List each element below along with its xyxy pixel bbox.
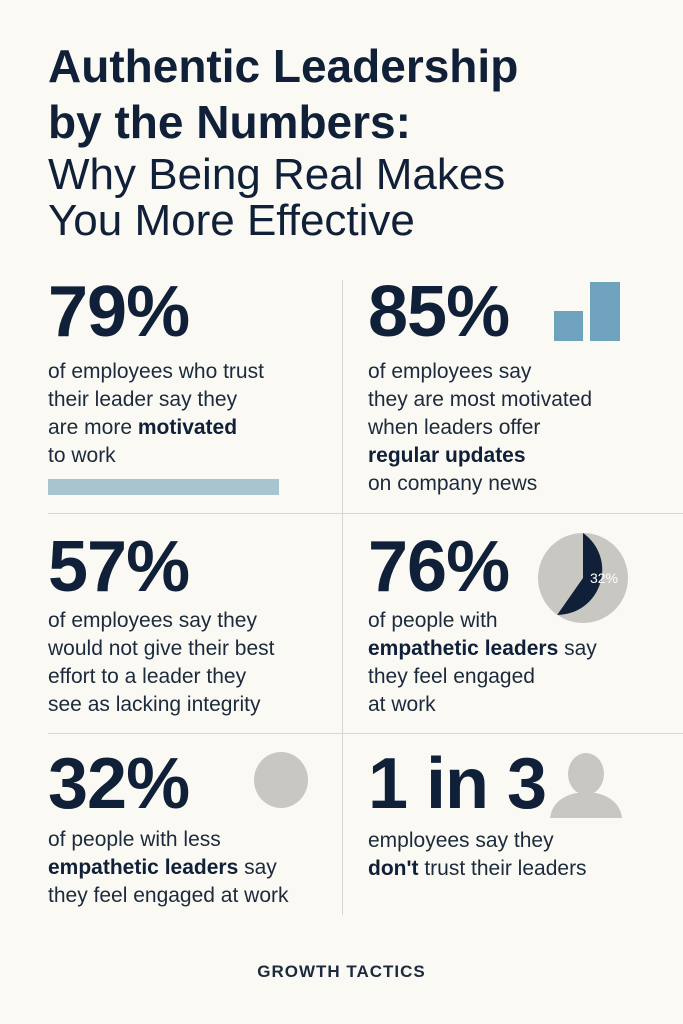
description-line: to work: [48, 442, 264, 470]
stat-number: 76%: [368, 527, 510, 607]
text-segment: of employees say: [368, 360, 532, 383]
text-segment: are more: [48, 416, 138, 439]
stat-number: 79%: [48, 272, 190, 352]
horizontal-divider: [48, 513, 683, 514]
circle-icon: [254, 752, 308, 808]
emphasis-text: regular updates: [368, 444, 526, 467]
text-segment: would not give their best: [48, 637, 275, 660]
pie-chart-icon: 32%: [538, 533, 628, 623]
stat-description: of people with empathetic leaders say they…: [368, 607, 597, 719]
text-segment: their leader say they: [48, 388, 238, 411]
description-line: of people with less: [48, 826, 289, 854]
description-line: of employees say they: [48, 607, 274, 635]
stat-card: 79% of employees who trust their leader sa…: [48, 272, 264, 467]
text-segment: of people with: [368, 609, 498, 632]
emphasis-text: don't: [368, 857, 419, 880]
title-line-2: by the Numbers:: [48, 96, 411, 148]
description-line: when leaders offer: [368, 414, 592, 442]
description-line: are more motivated: [48, 414, 264, 442]
stat-number: 85%: [368, 272, 510, 352]
description-line: see as lacking integrity: [48, 691, 274, 719]
description-line: they feel engaged: [368, 663, 597, 691]
pie-dark-slice: [557, 533, 603, 615]
description-line: empathetic leaders say: [48, 854, 289, 882]
emphasis-text: empathetic leaders: [48, 856, 239, 879]
text-segment: of employees who trust: [48, 360, 264, 383]
description-line: empathetic leaders say: [368, 635, 597, 663]
progress-bar-icon: [48, 479, 279, 495]
stat-card: 76% of people with empathetic leaders say t…: [368, 527, 597, 716]
bar-short: [554, 311, 583, 341]
person-icon: [550, 753, 622, 818]
stat-card: 1 in 3 employees say they don't trust thei…: [368, 744, 587, 880]
stat-number: 32%: [48, 744, 190, 824]
text-segment: trust their leaders: [418, 857, 587, 880]
description-line: would not give their best: [48, 635, 274, 663]
stat-description: of employees who trust their leader say t…: [48, 358, 264, 470]
emphasis-text: empathetic leaders: [368, 637, 559, 660]
title-line-1: Authentic Leadership: [48, 40, 519, 92]
description-line: of employees who trust: [48, 358, 264, 386]
text-segment: they feel engaged: [368, 665, 535, 688]
text-segment: say: [558, 637, 597, 660]
stat-description: of employees say they would not give thei…: [48, 607, 274, 719]
bar-tall: [590, 282, 620, 341]
description-line: their leader say they: [48, 386, 264, 414]
bar-chart-icon: [554, 282, 620, 341]
subtitle-line-1: Why Being Real Makes: [48, 150, 506, 199]
stat-description: of employees say they are most motivated w…: [368, 358, 592, 498]
description-line: employees say they: [368, 827, 587, 855]
pie-label: 32%: [590, 570, 618, 586]
text-segment: of employees say they: [48, 609, 257, 632]
text-segment: when leaders offer: [368, 416, 541, 439]
text-segment: of people with less: [48, 828, 221, 851]
description-line: of employees say: [368, 358, 592, 386]
text-segment: on company news: [368, 472, 538, 495]
vertical-divider: [342, 280, 343, 915]
text-segment: say: [238, 856, 277, 879]
text-segment: see as lacking integrity: [48, 693, 261, 716]
description-line: effort to a leader they: [48, 663, 274, 691]
description-line: of people with: [368, 607, 597, 635]
subtitle-line-2: You More Effective: [48, 196, 415, 245]
text-segment: to work: [48, 444, 116, 467]
text-segment: they feel engaged at work: [48, 884, 289, 907]
emphasis-text: motivated: [137, 416, 238, 439]
footer-brand: GROWTH TACTICS: [257, 962, 426, 981]
description-line: don't trust their leaders: [368, 855, 587, 883]
text-segment: employees say they: [368, 829, 554, 852]
stat-card: 85% of employees say they are most motivat…: [368, 272, 592, 495]
stat-card: 32% of people with less empathetic leaders…: [48, 744, 289, 907]
description-line: on company news: [368, 470, 592, 498]
description-line: they feel engaged at work: [48, 882, 289, 910]
text-segment: effort to a leader they: [48, 665, 247, 688]
stat-description: of people with less empathetic leaders sa…: [48, 826, 289, 910]
stat-card: 57% of employees say they would not give t…: [48, 527, 274, 716]
stat-number: 57%: [48, 527, 190, 607]
description-line: they are most motivated: [368, 386, 592, 414]
stat-number: 1 in 3: [368, 744, 547, 824]
text-segment: they are most motivated: [368, 388, 593, 411]
description-line: at work: [368, 691, 597, 719]
text-segment: at work: [368, 693, 436, 716]
description-line: regular updates: [368, 442, 592, 470]
stat-description: employees say they don't trust their lead…: [368, 827, 587, 883]
horizontal-divider: [48, 733, 683, 734]
